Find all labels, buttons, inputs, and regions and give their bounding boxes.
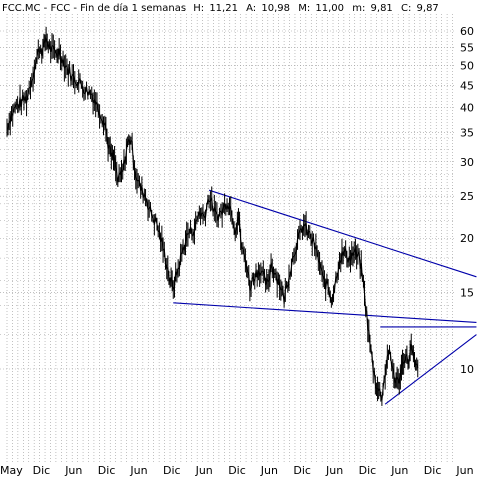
chart-title-name: FCC.MC - FCC - Fin de día 1 semanas bbox=[2, 2, 186, 14]
y-tick-label: 30 bbox=[460, 156, 474, 169]
chart-title: FCC.MC - FCC - Fin de día 1 semanas H: 1… bbox=[2, 2, 439, 14]
price-line bbox=[6, 36, 419, 401]
x-tick-label: May bbox=[0, 464, 23, 477]
stat-high-value: 11,21 bbox=[209, 3, 238, 14]
stat-close-value: 9,87 bbox=[417, 3, 439, 14]
stat-low-value: 9,81 bbox=[371, 3, 393, 14]
x-tick-label: Dic bbox=[359, 464, 377, 477]
x-tick-label: Jun bbox=[260, 464, 278, 477]
trendline-layer bbox=[173, 189, 477, 405]
y-tick-label: 45 bbox=[460, 79, 474, 92]
y-tick-label: 15 bbox=[460, 287, 474, 300]
x-tick-label: Dic bbox=[293, 464, 311, 477]
x-tick-label: Dic bbox=[163, 464, 181, 477]
stat-mid-label: M: bbox=[298, 3, 310, 14]
x-tick-label: Jun bbox=[455, 464, 473, 477]
y-tick-label: 55 bbox=[460, 41, 474, 54]
y-tick-label: 60 bbox=[460, 25, 474, 38]
stat-low-label: m: bbox=[352, 3, 365, 14]
x-tick-label: Jun bbox=[325, 464, 343, 477]
trendline bbox=[384, 334, 477, 405]
x-tick-label: Dic bbox=[33, 464, 51, 477]
stat-mid-value: 11,00 bbox=[315, 3, 344, 14]
price-series bbox=[6, 26, 419, 406]
stat-close-label: C: bbox=[401, 3, 411, 14]
stat-open-value: 10,98 bbox=[261, 3, 290, 14]
y-tick-label: 10 bbox=[460, 363, 474, 376]
y-tick-label: 20 bbox=[460, 232, 474, 245]
y-tick-label: 35 bbox=[460, 127, 474, 140]
x-tick-label: Dic bbox=[98, 464, 116, 477]
y-tick-label: 25 bbox=[460, 190, 474, 203]
trendline bbox=[208, 189, 477, 278]
stat-high-label: H: bbox=[193, 3, 204, 14]
stat-open-label: A: bbox=[246, 3, 256, 14]
x-tick-label: Jun bbox=[64, 464, 82, 477]
y-tick-label: 50 bbox=[460, 59, 474, 72]
x-tick-label: Dic bbox=[228, 464, 246, 477]
x-tick-label: Dic bbox=[424, 464, 442, 477]
x-axis-labels: May Dic Jun Dic Jun Dic Jun Dic Jun Dic Jun Dic Jun D… bbox=[0, 464, 474, 477]
y-tick-label: 40 bbox=[460, 101, 474, 114]
y-axis-labels: 10 15 20 25 30 35 40 45 50 55 60 bbox=[460, 25, 474, 376]
trendline bbox=[173, 302, 477, 323]
x-tick-label: Jun bbox=[129, 464, 147, 477]
x-tick-label: Jun bbox=[195, 464, 213, 477]
x-tick-label: Jun bbox=[390, 464, 408, 477]
